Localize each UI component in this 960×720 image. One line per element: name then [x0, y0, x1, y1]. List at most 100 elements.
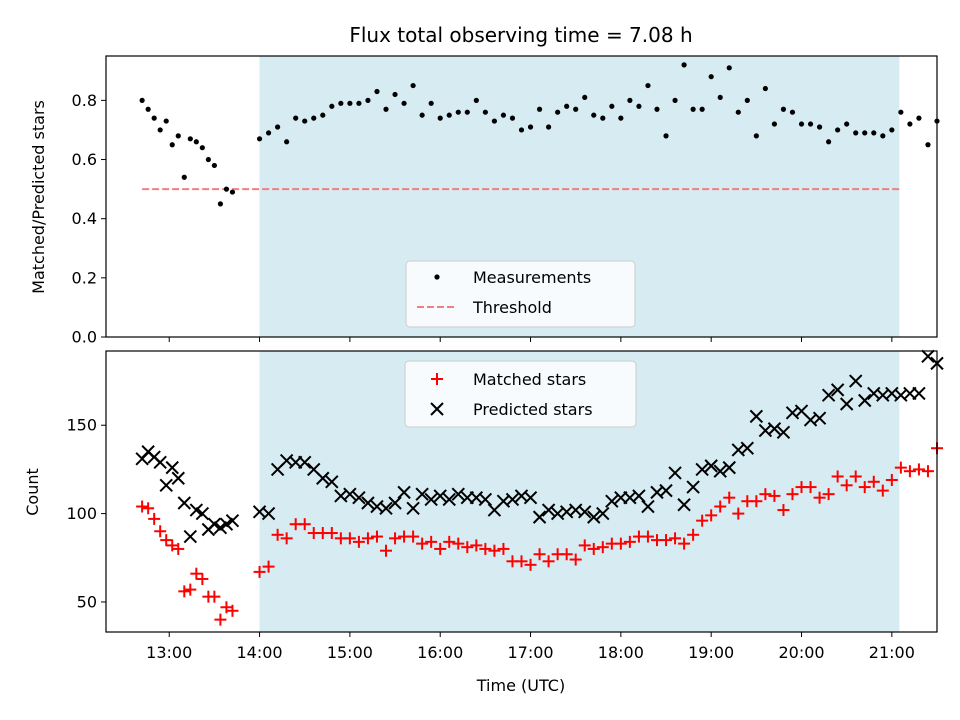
- measurement-point: [338, 100, 344, 106]
- predicted-star-point: [325, 475, 339, 489]
- measurement-point: [275, 124, 281, 130]
- matched-star-point: [885, 474, 898, 487]
- measurement-point: [618, 115, 624, 121]
- top-legend: Measurements Threshold: [405, 260, 636, 328]
- predicted-star-point: [433, 489, 447, 503]
- predicted-star-point: [605, 494, 619, 508]
- matched-star-point: [696, 514, 709, 527]
- measurement-point: [284, 139, 290, 145]
- predicted-star-point: [352, 490, 366, 505]
- measurement-point: [347, 100, 353, 106]
- matched-star-point: [280, 532, 293, 545]
- measurement-point: [446, 112, 452, 118]
- matched-star-point: [160, 534, 173, 547]
- matched-star-point: [732, 507, 745, 520]
- matched-star-point: [831, 470, 844, 483]
- measurement-point: [717, 94, 723, 101]
- matched-star-point: [220, 601, 233, 614]
- predicted-star-point: [767, 422, 782, 436]
- matched-star-point: [452, 537, 465, 550]
- matched-star-point: [533, 548, 546, 561]
- matched-star-point: [614, 537, 627, 550]
- measurement-point: [898, 109, 904, 115]
- measurement-point: [169, 142, 175, 148]
- measurement-point: [356, 100, 362, 106]
- matched-star-point: [669, 532, 682, 545]
- bottom-legend: Matched stars Predicted stars: [404, 360, 637, 428]
- measurement-point: [654, 106, 660, 112]
- matched-star-point: [876, 484, 889, 497]
- measurement-point: [564, 103, 570, 109]
- measurement-point: [365, 97, 371, 103]
- measurement-point: [311, 115, 317, 121]
- matched-star-point: [524, 558, 537, 571]
- predicted-star-point: [153, 455, 167, 470]
- matched-legend-label: Matched stars: [473, 370, 586, 389]
- matched-star-point: [578, 539, 591, 552]
- predicted-star-point: [776, 425, 791, 440]
- x-tick-label: 16:00: [417, 643, 463, 662]
- matched-star-point: [587, 542, 600, 555]
- matched-star-point: [542, 555, 555, 568]
- top-y-ticks: 0.0 0.2 0.4 0.6 0.8: [72, 91, 106, 347]
- matched-star-point: [190, 567, 203, 580]
- measurement-point: [582, 94, 588, 101]
- measurement-point: [473, 97, 479, 103]
- matched-star-point: [416, 537, 429, 550]
- matched-star-point: [660, 534, 673, 547]
- matched-star-point: [142, 502, 155, 515]
- measurement-point: [265, 130, 272, 136]
- predicted-star-point: [848, 374, 863, 388]
- predicted-star-point: [415, 487, 429, 501]
- top-axes-frame: [105, 55, 938, 338]
- predicted-star-point: [478, 492, 493, 507]
- measurement-point: [491, 118, 498, 124]
- predicted-star-point: [830, 383, 845, 397]
- matched-star-point: [867, 475, 880, 488]
- matched-star-point: [723, 491, 736, 504]
- matched-star-point: [434, 542, 447, 555]
- measurement-point: [193, 139, 199, 145]
- predicted-star-point: [632, 489, 646, 503]
- measurement-point: [410, 82, 416, 89]
- x-tick-label: 13:00: [146, 643, 192, 662]
- predicted-star-point: [183, 529, 198, 544]
- matched-star-point: [750, 495, 763, 508]
- matched-star-point: [687, 528, 700, 541]
- predicted-star-point: [171, 471, 185, 485]
- matched-star-point: [641, 530, 654, 543]
- predicted-star-point: [677, 498, 691, 512]
- matched-star-point: [596, 541, 609, 554]
- matched-star-point: [172, 542, 185, 555]
- matched-star-point: [271, 528, 284, 541]
- matched-star-point: [912, 463, 925, 476]
- predicted-legend-marker: [430, 402, 444, 416]
- x-tick-label: 20:00: [778, 643, 824, 662]
- matched-star-point: [226, 604, 239, 617]
- matched-star-point: [407, 530, 420, 543]
- predicted-star-point: [298, 455, 312, 470]
- measurement-point: [880, 133, 886, 139]
- measurement-point: [663, 133, 669, 139]
- predicted-star-point: [505, 492, 520, 507]
- matched-star-point: [425, 535, 438, 548]
- measurement-point: [145, 106, 151, 112]
- measurement-point: [392, 91, 398, 98]
- predicted-star-point: [189, 503, 204, 517]
- matched-star-point: [479, 542, 492, 555]
- predicted-star-point: [532, 510, 547, 524]
- predicted-star-point: [749, 409, 764, 424]
- matched-star-point: [488, 544, 501, 557]
- x-tick-label: 21:00: [869, 643, 915, 662]
- measurement-point: [223, 186, 230, 192]
- predicted-star-point: [858, 393, 872, 408]
- predicted-star-point: [397, 485, 411, 500]
- matched-star-point: [497, 542, 510, 555]
- predicted-star-point: [686, 480, 700, 494]
- chart-title: Flux total observing time = 7.08 h: [349, 23, 692, 47]
- matched-legend-marker: [431, 373, 443, 385]
- measurement-point: [609, 103, 615, 109]
- x-tick-label: 19:00: [688, 643, 734, 662]
- measurement-point: [573, 106, 579, 112]
- measurement-point: [302, 118, 308, 124]
